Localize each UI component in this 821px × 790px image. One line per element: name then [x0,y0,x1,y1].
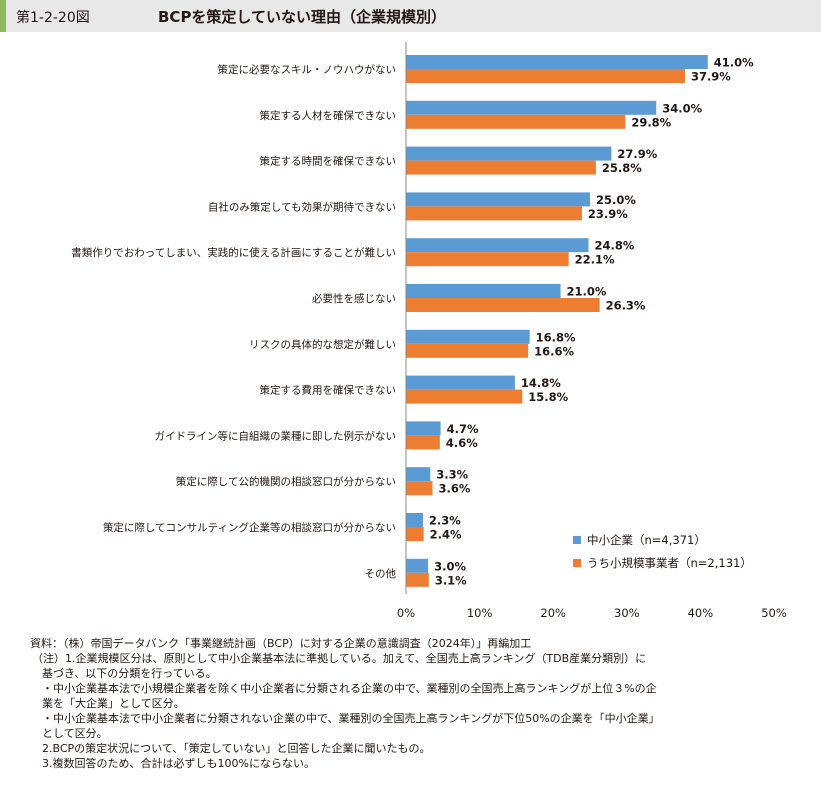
value-label: 29.8% [631,115,671,129]
value-label: 24.8% [595,239,635,253]
bar-small-business [406,160,596,175]
bar-sme [406,192,590,207]
note-line: 業を「大企業」として区分。 [42,697,185,710]
value-label: 4.6% [446,436,478,450]
bar-sme [406,284,561,298]
bar-small-business [406,206,582,221]
bar-sme [406,421,441,436]
bar-sme [406,238,589,253]
x-tick-label: 40% [688,606,714,620]
header-accent-bar [0,0,6,32]
value-label: 21.0% [567,285,607,299]
category-labels: 策定に必要なスキル・ノウハウがない策定する人材を確保できない策定する時間を確保で… [71,63,396,580]
value-label: 27.9% [617,147,657,161]
note-line: ・中小企業基本法で小規模企業者を除く中小企業者に分類される企業の中で、業種別の全… [42,682,657,695]
category-label: 自社のみ策定しても効果が期待できない [208,200,396,213]
x-tick-label: 30% [614,606,640,620]
bar-small-business [406,114,626,129]
value-label: 3.3% [436,468,468,482]
value-label: 3.1% [435,573,467,587]
value-label: 14.8% [521,376,561,390]
value-label: 15.8% [528,390,568,404]
note-line: 基づき、以下の分類を行っている。 [42,667,217,680]
value-label: 3.6% [438,482,470,496]
note-line: （注）1.企業規模区分は、原則として中小企業基本法に準拠している。加えて、全国売… [32,652,647,665]
bar-small-business [406,298,600,312]
bar-sme [406,558,429,573]
value-label: 2.3% [429,514,461,528]
category-label: ガイドライン等に自組織の業種に即した例示がない [155,429,397,442]
value-label: 22.1% [575,253,615,267]
bar-small-business [406,252,569,267]
note-line: 資料：（株）帝国データバンク「事業継続計画（BCP）に対する企業の意識調査（20… [30,637,532,650]
bar-small-business [406,389,523,404]
value-label: 16.6% [534,344,574,358]
figure-header: 第1-2-20図 BCPを策定していない理由（企業規模別） [0,0,821,32]
figure-title: BCPを策定していない理由（企業規模別） [158,8,446,26]
value-label: 41.0% [714,56,754,70]
source-notes: 資料：（株）帝国データバンク「事業継続計画（BCP）に対する企業の意識調査（20… [30,636,810,771]
legend: 中小企業（n=4,371） うち小規模事業者（n=2,131） [573,533,752,570]
bar-sme [406,329,530,344]
value-label: 25.8% [602,161,642,175]
value-label: 26.3% [606,299,646,313]
category-label: リスクの具体的な想定が難しい [249,338,396,351]
category-label: 策定に際して公的機関の相談窓口が分からない [176,475,396,488]
category-label: 策定に際してコンサルティング企業等の相談窓口が分からない [103,521,396,534]
value-label: 34.0% [662,101,702,115]
category-label: 策定する時間を確保できない [260,155,397,168]
value-label: 3.0% [434,559,466,573]
category-label: 策定に必要なスキル・ノウハウがない [218,63,397,76]
x-axis-ticks: 0% 10% 20% 30% 40% 50% [397,606,787,620]
x-tick-label: 50% [761,606,787,620]
figure-label: 第1-2-20図 [16,10,90,26]
bar-small-business [406,527,424,541]
x-tick-label: 20% [540,606,566,620]
value-label: 2.4% [430,528,462,542]
legend-swatch-sme [573,536,581,544]
value-label: 25.0% [596,193,636,207]
note-line: 2.BCPの策定状況について、「策定していない」と回答した企業に聞いたもの。 [42,742,431,755]
bar-sme [406,100,657,115]
x-tick-label: 0% [397,606,415,620]
value-label: 16.8% [536,330,576,344]
legend-swatch-small-business [573,559,581,567]
bar-sme [406,146,612,161]
legend-label-sme: 中小企業（n=4,371） [587,533,706,547]
bar-small-business [406,572,429,587]
note-line: ・中小企業基本法で中小企業者に分類されない企業の中で、業種別の全国売上高ランキン… [42,712,660,725]
bar-sme [406,467,431,482]
note-line: として区分。 [42,727,108,740]
category-label: 必要性を感じない [312,292,396,305]
bars-layer [406,55,708,587]
bar-small-business [406,69,685,83]
bar-sme [406,375,515,390]
bar-small-business [406,481,433,496]
bar-sme [406,55,708,69]
x-tick-label: 10% [467,606,493,620]
category-label: 策定する人材を確保できない [260,109,397,122]
value-labels: 41.0%37.9% 34.0%29.8% 27.9%25.8% 25.0%23.9%… [429,56,754,588]
value-label: 37.9% [691,70,731,84]
category-label: 書類作りでおわってしまい、実践的に使える計画にすることが難しい [71,246,396,259]
category-label: その他 [365,567,397,580]
value-label: 4.7% [447,422,479,436]
bar-small-business [406,435,440,450]
legend-label-small-business: うち小規模事業者（n=2,131） [587,556,752,570]
bar-chart: 策定に必要なスキル・ノウハウがない策定する人材を確保できない策定する時間を確保で… [71,42,787,620]
category-label: 策定する費用を確保できない [260,384,397,397]
bar-sme [406,513,423,527]
value-label: 23.9% [588,207,628,221]
note-line: 3.複数回答のため、合計は必ずしも100%にならない。 [42,757,315,770]
bar-small-business [406,343,529,358]
